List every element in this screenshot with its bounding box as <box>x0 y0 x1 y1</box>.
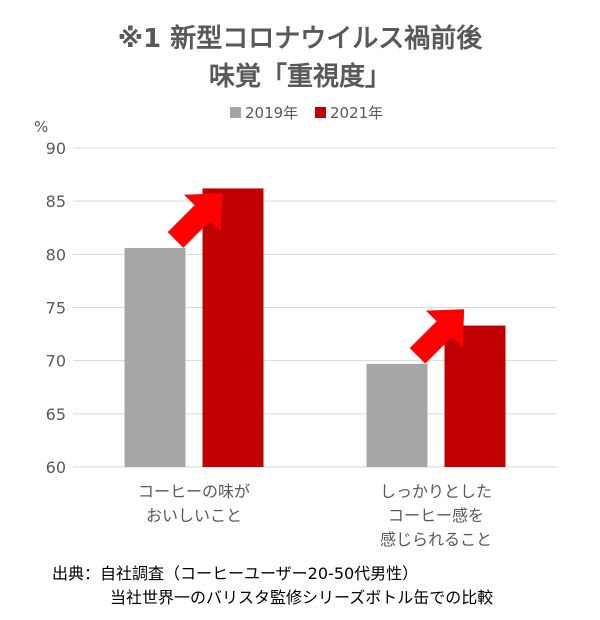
y-tick-label: 75 <box>46 299 66 318</box>
source-line-2: 当社世界一のバリスタ監修シリーズボトル缶での比較 <box>110 588 494 607</box>
up-arrow-icon <box>167 193 223 248</box>
bar-2021年-1 <box>444 325 506 467</box>
y-tick-label: 85 <box>46 192 66 211</box>
bar-2019年-1 <box>366 363 428 467</box>
category-label: コーヒーの味が <box>138 482 250 501</box>
legend-swatch <box>230 107 241 118</box>
source-line-1: 出典：自社調査（コーヒーユーザー20-50代男性） <box>52 564 419 583</box>
bar-2021年-0 <box>202 188 264 467</box>
category-label: コーヒー感を <box>388 506 484 525</box>
chart-subtitle: 味覚「重視度」 <box>208 62 391 92</box>
y-tick-label: 60 <box>46 458 66 477</box>
y-axis-label: % <box>34 118 48 136</box>
bar-2019年-0 <box>124 247 186 467</box>
category-label: おいしいこと <box>146 506 242 525</box>
category-label: しっかりとした <box>380 482 492 501</box>
legend-label: 2019年 <box>245 104 298 122</box>
arrow-shape <box>409 309 465 364</box>
chart-title: ※1 新型コロナウイルス禍前後 <box>117 24 483 54</box>
legend-swatch <box>315 107 326 118</box>
up-arrow-icon <box>409 309 465 364</box>
y-tick-label: 90 <box>46 139 66 158</box>
y-tick-label: 80 <box>46 245 66 264</box>
arrow-shape <box>167 193 223 248</box>
category-label: 感じられること <box>380 530 492 549</box>
y-tick-label: 70 <box>46 352 66 371</box>
legend-label: 2021年 <box>330 104 383 122</box>
y-tick-label: 65 <box>46 405 66 424</box>
